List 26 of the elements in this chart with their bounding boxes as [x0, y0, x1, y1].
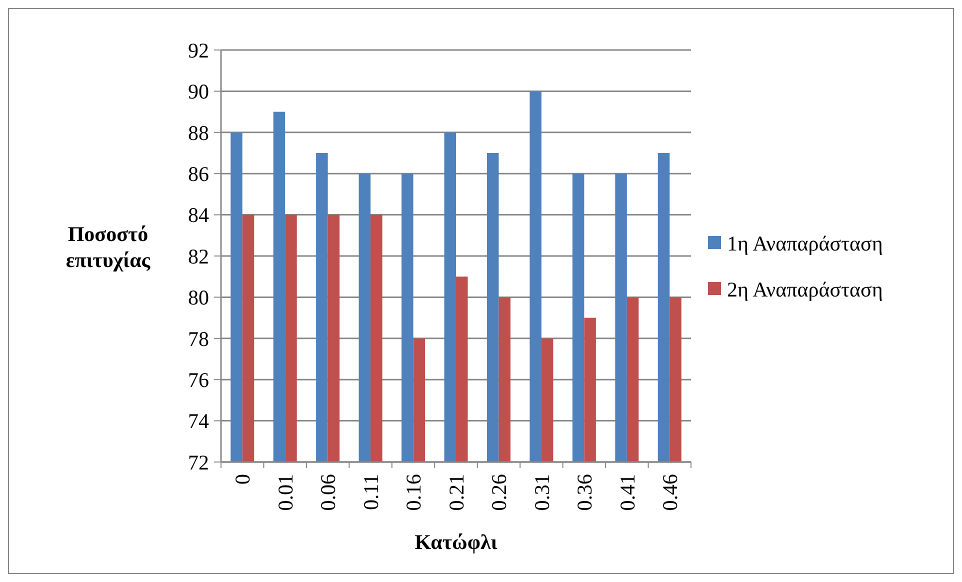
y-tick-label: 72 [188, 450, 209, 474]
x-tick-label: 0.41 [615, 474, 640, 511]
legend-label: 1η Αναπαράσταση [727, 231, 883, 256]
y-tick-label: 90 [188, 80, 209, 104]
x-tick-label: 0 [230, 474, 255, 484]
x-axis-title: Κατώφλι [414, 530, 498, 554]
x-tick-label: 0.46 [658, 474, 682, 511]
x-tick-label: 0.36 [572, 474, 597, 511]
y-tick-label: 86 [188, 162, 209, 186]
y-tick-label: 82 [188, 244, 209, 268]
y-tick-label: 92 [188, 38, 209, 62]
y-tick-label: 76 [188, 368, 209, 392]
x-tick-label: 0.31 [530, 474, 554, 511]
x-tick-label: 0.01 [273, 474, 298, 511]
y-axis-title: Ποσοστό επιτυχίας [66, 222, 152, 272]
y-tick-label: 74 [188, 409, 210, 434]
x-tick-label: 0.11 [358, 474, 383, 510]
legend-label: 2η Αναπαράσταση [727, 277, 883, 302]
x-tick-label: 0.16 [402, 474, 426, 511]
y-tick-label: 78 [188, 326, 209, 351]
x-tick-label: 0.21 [444, 474, 468, 511]
x-tick-label: 0.06 [316, 474, 340, 511]
y-tick-label: 80 [188, 286, 209, 310]
x-tick-label: 0.26 [487, 474, 512, 511]
y-tick-label: 84 [188, 203, 210, 228]
y-tick-label: 88 [188, 120, 209, 145]
